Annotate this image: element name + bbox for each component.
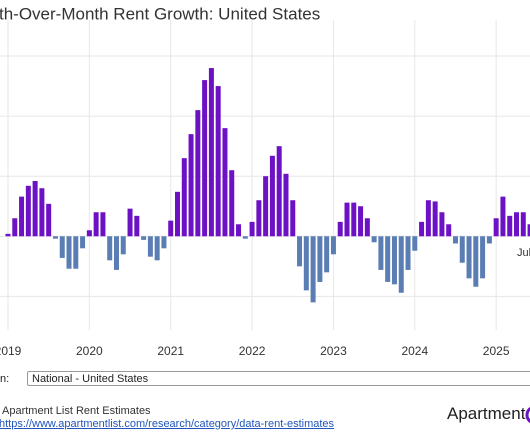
bar	[256, 200, 262, 237]
x-labels: 2019 2020 2021 2022 2023 2024 2025	[0, 344, 510, 358]
bar	[378, 236, 384, 270]
bar	[466, 236, 472, 279]
bar	[419, 221, 425, 237]
bar	[520, 212, 526, 237]
bar	[330, 236, 336, 255]
bar	[80, 236, 86, 249]
bar	[269, 155, 275, 237]
bar	[527, 224, 530, 237]
x-tick-label: 2020	[76, 344, 103, 358]
bar	[317, 236, 323, 282]
chart: th-Over-Month Rent Growth: United States…	[0, 4, 530, 358]
bar	[66, 236, 72, 269]
bar	[93, 212, 99, 237]
x-tick-label: 2024	[401, 344, 428, 358]
logo-text: Apartment	[447, 404, 526, 423]
bar	[480, 236, 486, 279]
x-tick-label: 2021	[157, 344, 184, 358]
logo: Apartment	[447, 404, 530, 425]
bar	[32, 181, 38, 237]
bar	[249, 221, 255, 237]
bar	[242, 236, 248, 239]
bar	[127, 208, 133, 237]
bar	[12, 218, 18, 237]
bar	[215, 86, 221, 237]
bar	[276, 146, 282, 237]
bar	[147, 236, 153, 257]
bar	[412, 236, 418, 251]
bar	[208, 68, 214, 237]
bar	[113, 236, 119, 270]
location-label: n:	[0, 373, 10, 385]
bar	[107, 236, 113, 261]
bar	[86, 230, 92, 237]
logo-icon	[525, 406, 530, 423]
bar	[161, 236, 167, 249]
bar	[337, 221, 343, 237]
bar	[432, 201, 438, 237]
bar	[507, 215, 513, 237]
bar	[385, 236, 391, 282]
bar	[181, 158, 187, 237]
bar	[324, 236, 330, 273]
bar	[473, 236, 479, 287]
bar	[493, 218, 499, 237]
bar	[310, 236, 316, 303]
bar	[500, 196, 506, 237]
location-select[interactable]: National - United States	[27, 371, 530, 386]
bar	[452, 236, 458, 244]
bar	[358, 206, 364, 237]
annotation: Jul	[517, 247, 530, 259]
bar	[195, 110, 201, 237]
bar	[263, 176, 269, 237]
source-link[interactable]: https://www.apartmentlist.com/research/c…	[0, 418, 335, 430]
source: Apartment List Rent Estimates	[2, 405, 151, 417]
bar	[371, 236, 377, 243]
bar	[120, 236, 126, 255]
x-tick-label: 2023	[320, 344, 347, 358]
bar	[351, 202, 357, 237]
bar	[486, 236, 492, 244]
x-tick-label: 2022	[239, 344, 266, 358]
bar	[188, 134, 194, 237]
bar	[141, 236, 147, 240]
bar	[222, 128, 228, 237]
bar	[19, 196, 25, 237]
bar	[5, 233, 11, 237]
bar	[439, 212, 445, 237]
bar	[398, 236, 404, 293]
bar	[344, 202, 350, 237]
bar	[175, 191, 180, 237]
x-tick-label: 2025	[483, 344, 510, 358]
bar	[364, 218, 370, 237]
bar	[168, 220, 174, 237]
bar	[405, 236, 411, 270]
bar	[283, 173, 289, 237]
grid	[0, 20, 530, 330]
bars	[5, 68, 530, 303]
bar	[425, 200, 431, 237]
bar	[514, 212, 519, 237]
bar	[229, 170, 235, 237]
bar	[391, 236, 397, 285]
bar	[59, 236, 65, 258]
bar	[290, 200, 296, 237]
bar	[446, 224, 452, 237]
bar	[39, 188, 45, 237]
chart-title: th-Over-Month Rent Growth: United States	[0, 4, 320, 23]
bar	[134, 215, 140, 237]
bar	[459, 236, 465, 263]
bar	[154, 236, 160, 261]
bar	[100, 212, 106, 237]
bar	[297, 236, 303, 267]
bar	[52, 236, 58, 239]
bar	[303, 236, 309, 291]
x-tick-label: 2019	[0, 344, 22, 358]
bar	[73, 236, 79, 269]
bar	[25, 185, 31, 237]
bar	[202, 80, 208, 237]
bar	[236, 224, 242, 237]
bar	[46, 203, 52, 237]
